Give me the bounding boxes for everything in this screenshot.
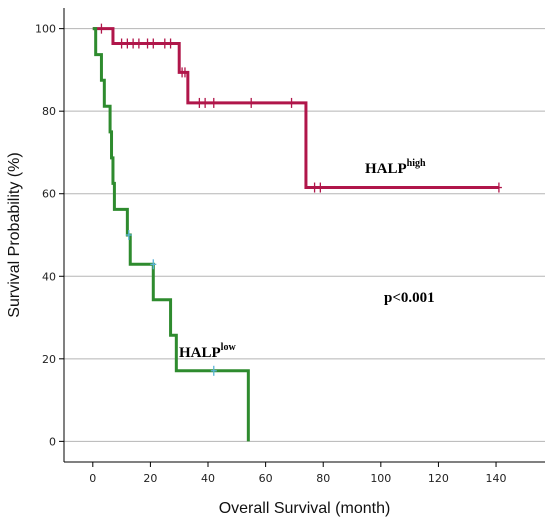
- y-tick-label-80: 80: [42, 105, 56, 118]
- x-tick-label-120: 120: [428, 472, 449, 485]
- y-tick-label-100: 100: [35, 23, 56, 36]
- x-tick-label-80: 80: [316, 472, 330, 485]
- x-tick-label-60: 60: [259, 472, 273, 485]
- survival-curve-low: [92, 27, 250, 442]
- axes: [63, 8, 545, 463]
- gridlines: [64, 28, 545, 442]
- x-tick-label-40: 40: [201, 472, 215, 485]
- y-axis-title: Survival Probability (%): [6, 152, 23, 317]
- y-tick-label-60: 60: [42, 188, 56, 201]
- y-tick-label-20: 20: [42, 353, 56, 366]
- series-label-low-sup: low: [221, 342, 237, 353]
- series-label-high-name: HALP: [365, 161, 407, 177]
- y-tick-label-40: 40: [42, 270, 56, 283]
- series-label-high: HALPhigh: [365, 158, 426, 177]
- x-tick-label-140: 140: [486, 472, 507, 485]
- x-axis-title: Overall Survival (month): [219, 500, 391, 517]
- x-tick-label-0: 0: [89, 472, 96, 485]
- y-tick-label-0: 0: [49, 435, 56, 448]
- series-label-low-name: HALP: [179, 345, 221, 361]
- series-label-low: HALPlow: [179, 342, 236, 361]
- x-tick-label-100: 100: [370, 472, 391, 485]
- p-value-annotation: p<0.001: [384, 290, 435, 306]
- survival-curve-high: [92, 27, 499, 190]
- ticks: 0 20 40 60 80 100 0 20 40 60 80 100 120 140: [35, 23, 507, 485]
- series-label-high-sup: high: [407, 158, 426, 169]
- series: [92, 23, 502, 442]
- x-tick-label-20: 20: [143, 472, 157, 485]
